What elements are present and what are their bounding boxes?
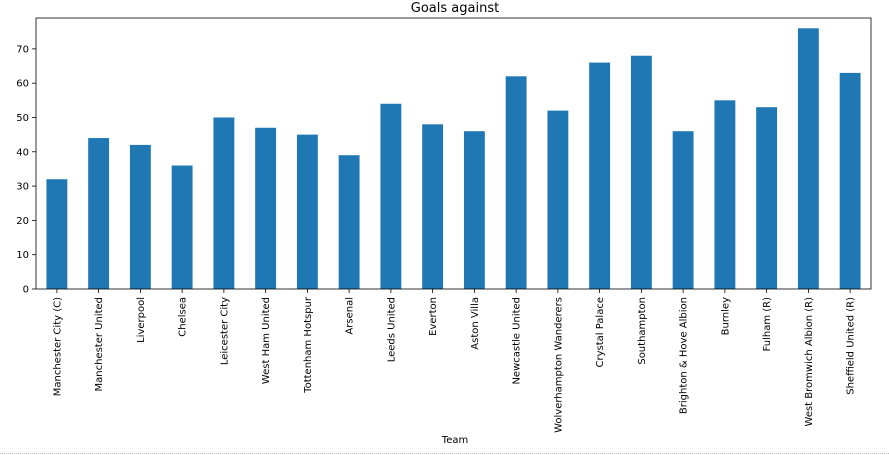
bottom-divider (0, 453, 889, 454)
x-tick-label: Everton (428, 297, 439, 336)
x-tick-label: Wolverhampton Wanderers (553, 297, 564, 433)
bar (171, 165, 193, 289)
y-tick-label: 10 (16, 250, 29, 261)
x-tick-label: Leicester City (219, 297, 230, 365)
x-axis-label: Team (441, 435, 468, 446)
bar (255, 127, 277, 290)
y-tick-label: 40 (16, 147, 29, 158)
x-tick-label: Manchester City (C) (52, 297, 63, 396)
y-tick-label: 50 (16, 113, 29, 124)
bar (756, 107, 778, 289)
chart-title: Goals against (411, 1, 499, 16)
y-tick-label: 20 (16, 216, 29, 227)
x-tick-label: Brighton & Hove Albion (679, 297, 690, 414)
x-tick-label: Manchester United (94, 297, 105, 392)
y-tick-label: 30 (16, 182, 29, 193)
bar (630, 55, 652, 290)
y-tick-label: 70 (16, 44, 29, 55)
plot-area: 0 10 20 30 40 50 60 70 Manchester City (C) Manche… (16, 17, 872, 433)
bar (672, 131, 694, 289)
x-tick-label: Crystal Palace (595, 297, 606, 368)
bar (463, 131, 485, 289)
y-tick-label: 60 (16, 79, 29, 90)
bar (547, 110, 569, 290)
x-tick-label: West Bromwich Albion (R) (804, 297, 815, 427)
x-tick-label: West Ham United (261, 297, 272, 384)
x-tick-label: Arsenal (345, 297, 356, 335)
x-tick-label: Liverpool (136, 297, 147, 343)
x-tick-label: Southampton (637, 297, 648, 365)
bar (213, 117, 235, 289)
y-tick-label: 0 (23, 285, 29, 296)
bar (422, 124, 444, 289)
bar (797, 28, 819, 289)
bar (589, 62, 611, 290)
plot-frame (35, 17, 872, 290)
bar (46, 179, 68, 289)
x-tick-label: Tottenham Hotspur (303, 296, 314, 394)
bar (338, 155, 360, 289)
bar (129, 144, 151, 289)
x-tick-label: Chelsea (178, 297, 189, 337)
bar (88, 138, 110, 289)
x-tick-label: Aston Villa (470, 297, 481, 350)
bar (296, 134, 318, 289)
x-tick-label: Fulham (R) (762, 297, 773, 352)
bar (505, 76, 527, 289)
bar (380, 103, 402, 289)
bar (839, 72, 861, 289)
x-tick-label: Burnley (720, 297, 731, 335)
bar (714, 100, 736, 289)
x-tick-label: Sheffield United (R) (846, 297, 857, 395)
x-tick-label: Leeds United (386, 297, 397, 362)
x-tick-label: Newcastle United (512, 297, 523, 385)
